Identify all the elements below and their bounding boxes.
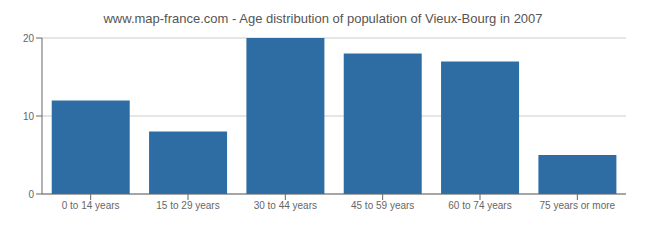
svg-text:15 to 29 years: 15 to 29 years: [156, 200, 219, 211]
svg-text:10: 10: [23, 111, 35, 122]
svg-text:45 to 59 years: 45 to 59 years: [351, 200, 414, 211]
svg-text:30 to 44 years: 30 to 44 years: [254, 200, 317, 211]
svg-text:75 years or more: 75 years or more: [540, 200, 616, 211]
svg-text:0 to 14 years: 0 to 14 years: [62, 200, 120, 211]
svg-text:0: 0: [28, 189, 34, 200]
html-text:www.map-france.com - Age distr: www.map-france.com - Age distribution of…: [103, 11, 543, 26]
svg-text:20: 20: [23, 33, 35, 44]
svg-text:60 to 74 years: 60 to 74 years: [448, 200, 511, 211]
